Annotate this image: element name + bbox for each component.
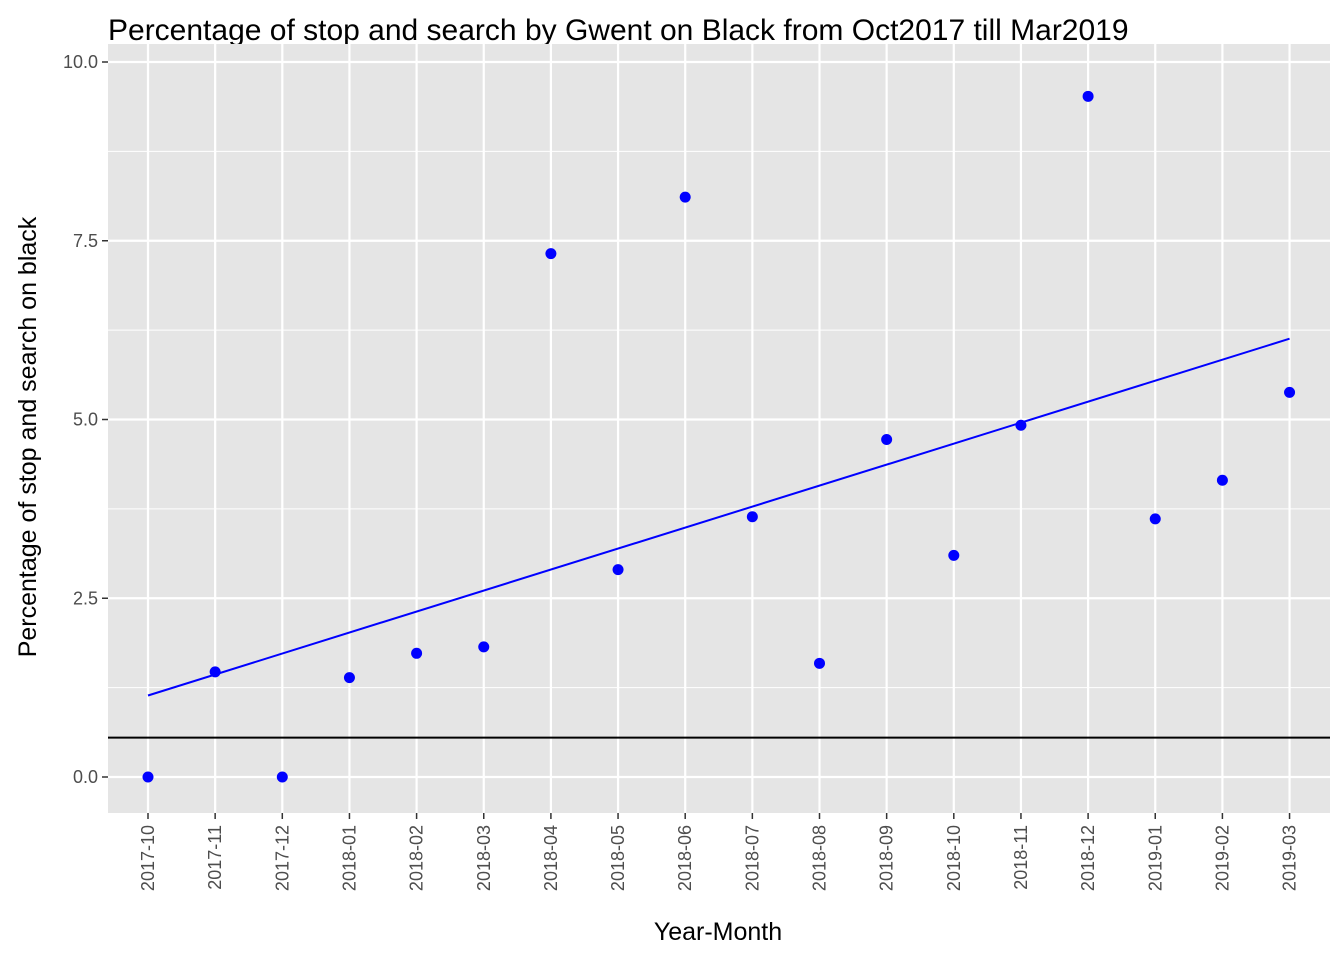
- x-tick-label: 2018-03: [474, 825, 494, 891]
- data-point: [1015, 419, 1027, 431]
- x-tick-label: 2018-06: [675, 825, 695, 891]
- y-axis: 0.0 2.5 5.0 7.5 10.0: [63, 52, 108, 787]
- data-point: [1082, 90, 1094, 102]
- data-point: [881, 434, 893, 446]
- x-tick-label: 2017-10: [138, 825, 158, 891]
- y-tick-label: 0.0: [73, 767, 98, 787]
- y-axis-title: Percentage of stop and search on black: [14, 216, 42, 657]
- x-axis: 2017-10 2017-11 2017-12 2018-01 2018-02 2018-…: [138, 813, 1300, 891]
- data-point: [1149, 513, 1161, 525]
- data-point: [276, 771, 288, 783]
- x-tick-label: 2018-11: [1011, 825, 1031, 890]
- x-tick-label: 2018-02: [407, 825, 427, 891]
- y-tick-label: 10.0: [63, 52, 98, 72]
- x-tick-label: 2017-11: [205, 825, 225, 890]
- x-tick-label: 2018-07: [742, 825, 762, 891]
- data-point: [411, 647, 423, 659]
- data-point: [1284, 386, 1296, 398]
- x-axis-title: Year-Month: [654, 918, 782, 946]
- x-tick-label: 2018-04: [541, 825, 561, 891]
- trend-line: [147, 337, 1290, 697]
- y-tick-label: 7.5: [73, 231, 98, 251]
- x-tick-label: 2018-01: [339, 825, 359, 891]
- chart-title: Percentage of stop and search by Gwent o…: [108, 14, 1129, 47]
- data-point: [209, 666, 221, 678]
- data-point: [478, 641, 490, 653]
- data-point: [948, 549, 960, 561]
- x-tick-label: 2018-12: [1078, 825, 1098, 891]
- data-point: [142, 771, 154, 783]
- x-tick-label: 2018-10: [944, 825, 964, 891]
- x-tick-label: 2019-01: [1145, 825, 1165, 891]
- y-tick-label: 2.5: [73, 588, 98, 608]
- data-point: [1216, 474, 1228, 486]
- y-tick-label: 5.0: [73, 410, 98, 430]
- x-tick-label: 2018-05: [608, 825, 628, 891]
- x-tick-label: 2018-09: [877, 825, 897, 891]
- data-point: [343, 672, 355, 684]
- data-point: [612, 564, 624, 576]
- x-tick-label: 2019-03: [1280, 825, 1300, 891]
- plot-panel: [108, 44, 1330, 813]
- data-point: [814, 657, 825, 669]
- x-tick-label: 2017-12: [272, 825, 292, 891]
- x-tick-label: 2019-02: [1212, 825, 1232, 891]
- data-point: [545, 248, 557, 260]
- data-point: [679, 191, 691, 203]
- x-tick-label: 2018-08: [810, 825, 830, 891]
- data-point: [746, 511, 758, 523]
- panel-background: [108, 44, 1330, 813]
